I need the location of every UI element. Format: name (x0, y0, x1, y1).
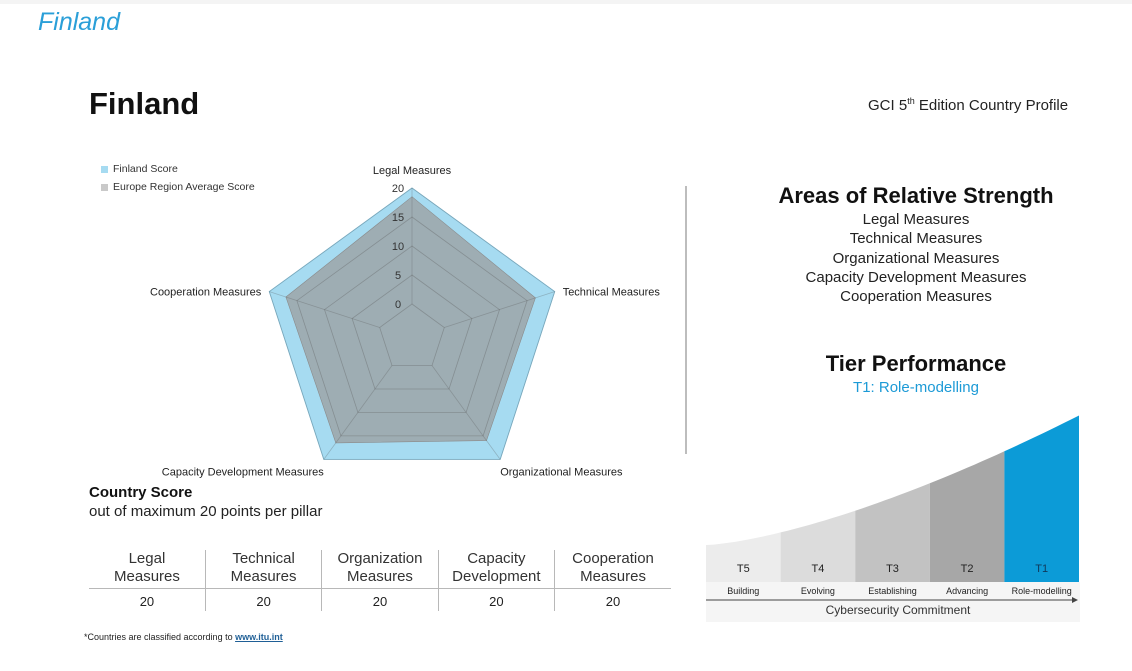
edition-label: GCI 5th Edition Country Profile (868, 96, 1068, 114)
commitment-label: Cybersecurity Commitment (826, 603, 971, 617)
strength-item: Organizational Measures (832, 249, 1000, 267)
score-header-line: Development (452, 568, 541, 585)
legend-item-finland: Finland Score (101, 160, 255, 178)
tier-name-t4: Evolving (801, 586, 835, 596)
legend-label-europe: Europe Region Average Score (113, 181, 255, 193)
tier-code-t5: T5 (737, 563, 750, 575)
footnote: *Countries are classified according to w… (84, 632, 283, 642)
grid-spoke (444, 291, 555, 328)
legend-item-europe: Europe Region Average Score (101, 178, 255, 196)
edition-prefix: GCI 5 (868, 97, 908, 114)
axis-label: Organizational Measures (500, 466, 623, 478)
tick-label: 15 (392, 212, 404, 224)
score-header-legal: Legal Measures (89, 550, 205, 589)
top-bar (0, 0, 1132, 4)
score-value-row: 20 20 20 20 20 (89, 588, 671, 611)
tier-bar-t1 (1004, 415, 1079, 582)
axis-label: Capacity Development Measures (162, 466, 325, 478)
tier-bar-t3 (855, 483, 930, 582)
strength-item: Legal Measures (862, 211, 970, 228)
strength-item: Technical Measures (849, 230, 983, 248)
grid-ring (379, 303, 445, 366)
tier-name-t1: Role-modelling (1012, 586, 1072, 596)
legend-swatch-finland (101, 165, 108, 173)
score-header-line: Measures (230, 568, 297, 585)
tier-section: Tier Performance T1: Role-modelling (752, 350, 1080, 398)
grid-spoke (269, 291, 380, 328)
chart-legend: Finland Score Europe Region Average Scor… (101, 160, 255, 196)
score-header-capacity: Capacity Development (437, 550, 555, 589)
legend-swatch-europe (101, 183, 108, 191)
tier-bar-t5 (706, 532, 781, 582)
tier-name-t5: Building (727, 586, 759, 596)
grid-ring (351, 274, 473, 390)
tier-label-band (706, 582, 1080, 622)
tier-title: Tier Performance (825, 351, 1007, 376)
edition-sup: th (907, 96, 915, 106)
score-header-line: Technical (232, 550, 295, 567)
score-header-line: Legal (128, 550, 166, 567)
tier-name-t2: Advancing (946, 586, 988, 596)
score-title: Country Score (89, 484, 193, 501)
score-value-capacity: 20 (437, 588, 555, 611)
tier-bar-t4 (780, 510, 856, 582)
series-europe-area (285, 196, 536, 444)
score-value-technical: 20 (204, 588, 322, 611)
tier-level: T1: Role-modelling (853, 379, 979, 396)
strength-title: Areas of Relative Strength (778, 183, 1054, 208)
axis-label: Cooperation Measures (150, 287, 262, 299)
score-value-cooperation: 20 (554, 588, 671, 611)
grid-ring (268, 187, 556, 460)
tick-label: 5 (395, 270, 401, 282)
tier-name-t3: Establishing (868, 586, 917, 596)
score-header-line: Measures (114, 568, 180, 585)
tier-bar-t2 (929, 451, 1005, 582)
score-header-line: Measures (580, 568, 646, 585)
tick-label: 0 (395, 299, 401, 311)
strength-item: Capacity Development Measures (805, 268, 1027, 286)
tick-label: 20 (392, 183, 404, 195)
grid-ring (296, 216, 528, 437)
page-title: Finland (89, 86, 200, 121)
grid-spoke (431, 365, 501, 460)
score-header-cooperation: Cooperation Measures (554, 550, 671, 589)
tier-code-t1: T1 (1035, 563, 1048, 575)
score-header-line: Capacity (467, 550, 526, 567)
edition-suffix: Edition Country Profile (914, 97, 1069, 114)
score-header-line: Cooperation (572, 550, 654, 567)
tier-code-t4: T4 (811, 563, 824, 575)
footnote-text: *Countries are classified according to (84, 632, 236, 642)
score-subtitle: out of maximum 20 points per pillar (89, 503, 323, 520)
score-header-technical: Technical Measures (204, 550, 322, 589)
score-header-line: Organization (337, 550, 423, 567)
strength-item: Cooperation Measures (840, 288, 992, 306)
axis-label: Technical Measures (563, 287, 661, 299)
score-header-organization: Organization Measures (321, 550, 439, 589)
tier-code-t3: T3 (886, 563, 899, 575)
score-header-line: Measures (347, 568, 413, 585)
vertical-divider (685, 186, 687, 454)
commitment-arrow-icon (1072, 597, 1078, 603)
legend-label-finland: Finland Score (113, 163, 178, 175)
tick-label: 10 (392, 241, 404, 253)
score-value-legal: 20 (89, 588, 206, 611)
score-table: Legal Measures Technical Measures Organiza… (89, 550, 671, 611)
score-value-organization: 20 (321, 588, 439, 611)
tier-code-t2: T2 (961, 563, 974, 575)
grid-ring (324, 245, 500, 413)
grid-spoke (323, 365, 393, 460)
strength-section: Areas of Relative Strength Legal Measure… (752, 182, 1080, 306)
score-header-row: Legal Measures Technical Measures Organiza… (89, 550, 671, 589)
header-title: Finland (38, 8, 120, 36)
axis-label: Legal Measures (373, 165, 452, 177)
itu-link[interactable]: www.itu.int (235, 632, 283, 642)
